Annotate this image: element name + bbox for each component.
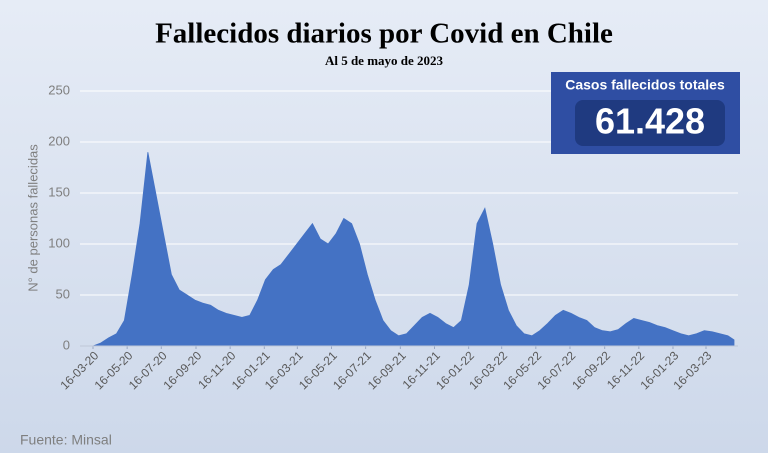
area <box>92 152 735 347</box>
y-tick-label: 100 <box>48 235 70 250</box>
source-note: Fuente: Minsal <box>20 432 112 448</box>
chart-title: Fallecidos diarios por Covid en Chile <box>155 18 613 50</box>
y-tick-label: 250 <box>48 82 70 97</box>
total-value: 61.428 <box>595 101 705 142</box>
total-value-box <box>575 100 725 146</box>
y-axis-label: N° de personas fallecidas <box>25 144 40 292</box>
y-tick-label: 200 <box>48 133 70 148</box>
total-label: Casos fallecidos totales <box>565 77 725 93</box>
y-tick-label: 50 <box>56 286 70 301</box>
y-tick-label: 150 <box>48 184 70 199</box>
y-tick-label: 0 <box>63 337 70 352</box>
chart-subtitle: Al 5 de mayo de 2023 <box>325 53 444 68</box>
